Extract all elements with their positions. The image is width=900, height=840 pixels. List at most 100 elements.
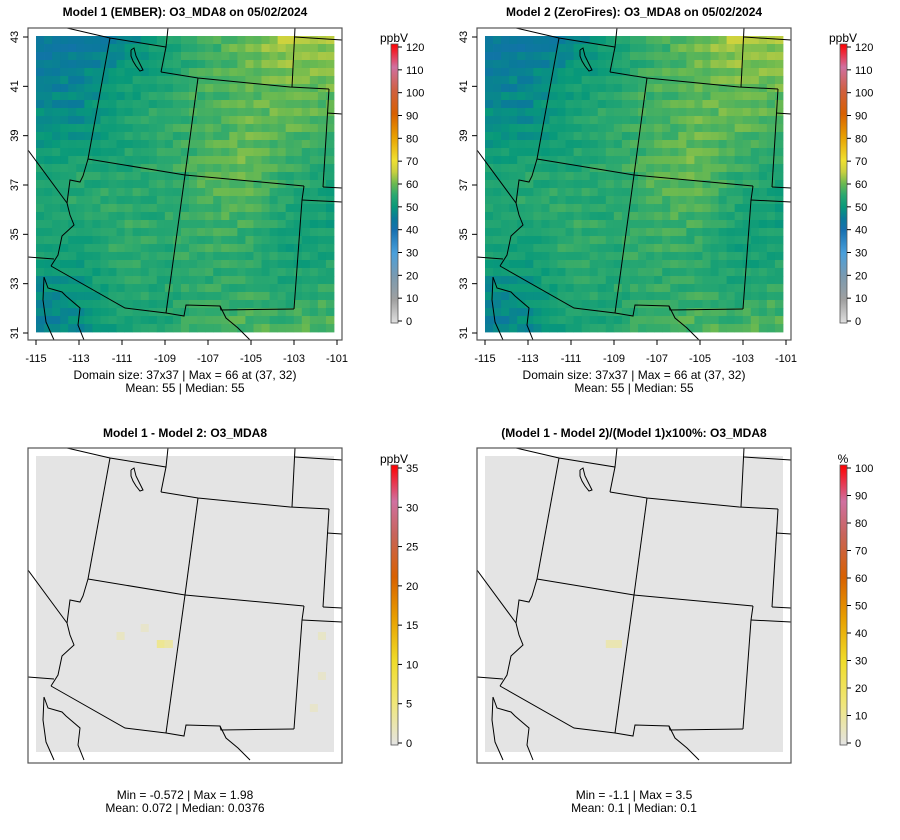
grid-cell <box>670 84 679 93</box>
grid-cell <box>60 52 69 61</box>
grid-cell <box>589 276 599 285</box>
grid-cell <box>694 212 703 221</box>
grid-cell <box>758 44 768 53</box>
grid-cell <box>293 100 303 109</box>
grid-cell <box>710 308 719 317</box>
grid-cell <box>549 116 558 125</box>
grid-cell <box>100 172 109 181</box>
grid-cell <box>205 268 214 277</box>
grid-cell <box>670 164 679 173</box>
grid-cell <box>517 84 526 93</box>
grid-cell <box>525 124 534 133</box>
grid-cell <box>213 268 222 277</box>
grid-cell <box>124 196 134 205</box>
grid-cell <box>734 300 744 309</box>
grid-cell <box>605 640 622 648</box>
grid-cell <box>565 124 574 133</box>
grid-cell <box>164 212 174 221</box>
grid-cell <box>140 324 150 333</box>
grid-cell <box>213 204 222 213</box>
grid-cell <box>493 300 502 309</box>
grid-cell <box>509 76 518 85</box>
colorbar <box>390 43 399 324</box>
grid-cell <box>597 156 607 165</box>
grid-cell <box>132 100 142 109</box>
grid-cell <box>493 68 502 77</box>
grid-cell <box>189 44 198 53</box>
grid-cell <box>589 44 599 53</box>
grid-cell <box>100 36 109 45</box>
grid-cell <box>116 204 125 213</box>
grid-cell <box>565 212 574 221</box>
grid-cell <box>629 180 639 189</box>
grid-cell <box>285 316 295 325</box>
grid-cell <box>493 164 502 173</box>
grid-cell <box>213 116 222 125</box>
grid-cell <box>301 300 311 309</box>
grid-cell <box>197 220 206 229</box>
grid-cell <box>148 196 158 205</box>
grid-cell <box>517 228 526 237</box>
grid-cell <box>493 148 502 157</box>
grid-cell <box>573 76 583 85</box>
grid-cell <box>565 252 574 261</box>
grid-cell <box>301 36 311 45</box>
grid-cell <box>718 324 728 333</box>
grid-cell <box>301 60 311 69</box>
grid-cell <box>36 84 45 93</box>
grid-cell <box>229 84 238 93</box>
grid-cell <box>325 212 335 221</box>
grid-cell <box>485 300 494 309</box>
grid-cell <box>670 292 679 301</box>
grid-cell <box>293 188 303 197</box>
grid-cell <box>317 308 327 317</box>
grid-cell <box>116 164 125 173</box>
grid-cell <box>172 244 182 253</box>
grid-cell <box>565 316 574 325</box>
grid-cell <box>213 36 222 45</box>
grid-cell <box>654 116 663 125</box>
grid-cell <box>517 156 526 165</box>
grid-cell <box>726 316 736 325</box>
grid-cell <box>742 116 752 125</box>
grid-cell <box>124 204 134 213</box>
grid-cell <box>229 100 238 109</box>
grid-cell <box>766 316 776 325</box>
grid-cell <box>678 116 687 125</box>
grid-cell <box>325 244 335 253</box>
grid-cell <box>629 252 639 261</box>
grid-cell <box>621 308 631 317</box>
grid-cell <box>205 172 214 181</box>
grid-cell <box>245 140 254 149</box>
grid-cell <box>694 164 703 173</box>
grid-cell <box>686 220 695 229</box>
grid-cell <box>293 116 303 125</box>
grid-cell <box>325 316 335 325</box>
grid-cell <box>221 292 230 301</box>
grid-cell <box>662 148 671 157</box>
grid-cell <box>269 252 279 261</box>
grid-cell <box>124 100 134 109</box>
grid-cell <box>325 156 335 165</box>
grid-cell <box>253 116 262 125</box>
grid-cell <box>766 164 776 173</box>
grid-cell <box>317 260 327 269</box>
grid-cell <box>84 252 93 261</box>
grid-cell <box>766 60 776 69</box>
grid-cell <box>269 148 279 157</box>
grid-cell <box>629 68 639 77</box>
grid-cell <box>573 300 583 309</box>
grid-cell <box>124 212 134 221</box>
grid-cell <box>197 268 206 277</box>
grid-cell <box>694 316 703 325</box>
grid-cell <box>726 36 736 45</box>
grid-cell <box>670 180 679 189</box>
grid-cell <box>509 276 518 285</box>
x-tick-label: -103 <box>732 353 754 365</box>
grid-cell <box>557 164 566 173</box>
grid-cell <box>694 108 703 117</box>
grid-cell <box>76 324 85 333</box>
grid-cell <box>670 156 679 165</box>
y-tick-label: 35 <box>9 228 21 240</box>
grid-cell <box>638 292 647 301</box>
